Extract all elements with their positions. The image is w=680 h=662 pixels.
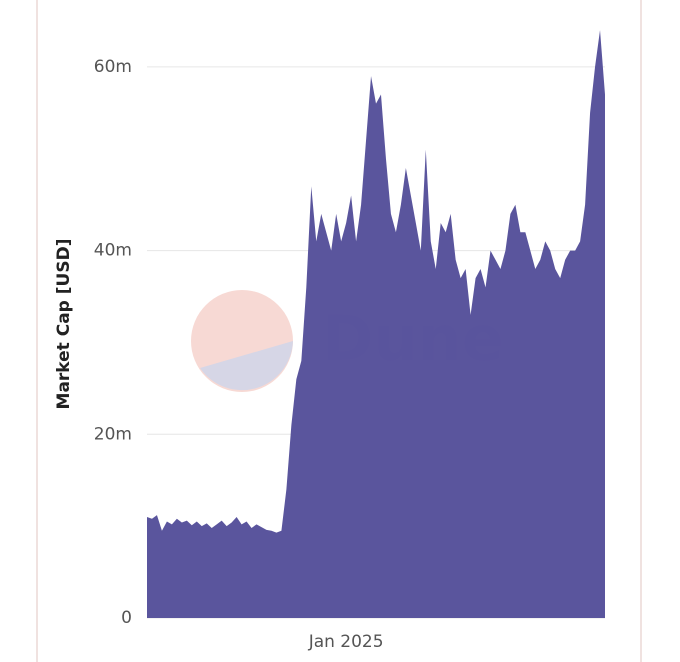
y-tick-label: 60m <box>94 57 132 77</box>
y-tick-label: 20m <box>94 424 132 444</box>
y-tick-label: 40m <box>94 241 132 261</box>
watermark-logo <box>191 290 293 392</box>
x-tick-label: Jan 2025 <box>308 632 384 652</box>
logo-bottom <box>200 341 293 391</box>
area <box>147 30 605 619</box>
y-axis-label: Market Cap [USD] <box>54 239 74 410</box>
y-tick-label: 0 <box>121 608 132 628</box>
